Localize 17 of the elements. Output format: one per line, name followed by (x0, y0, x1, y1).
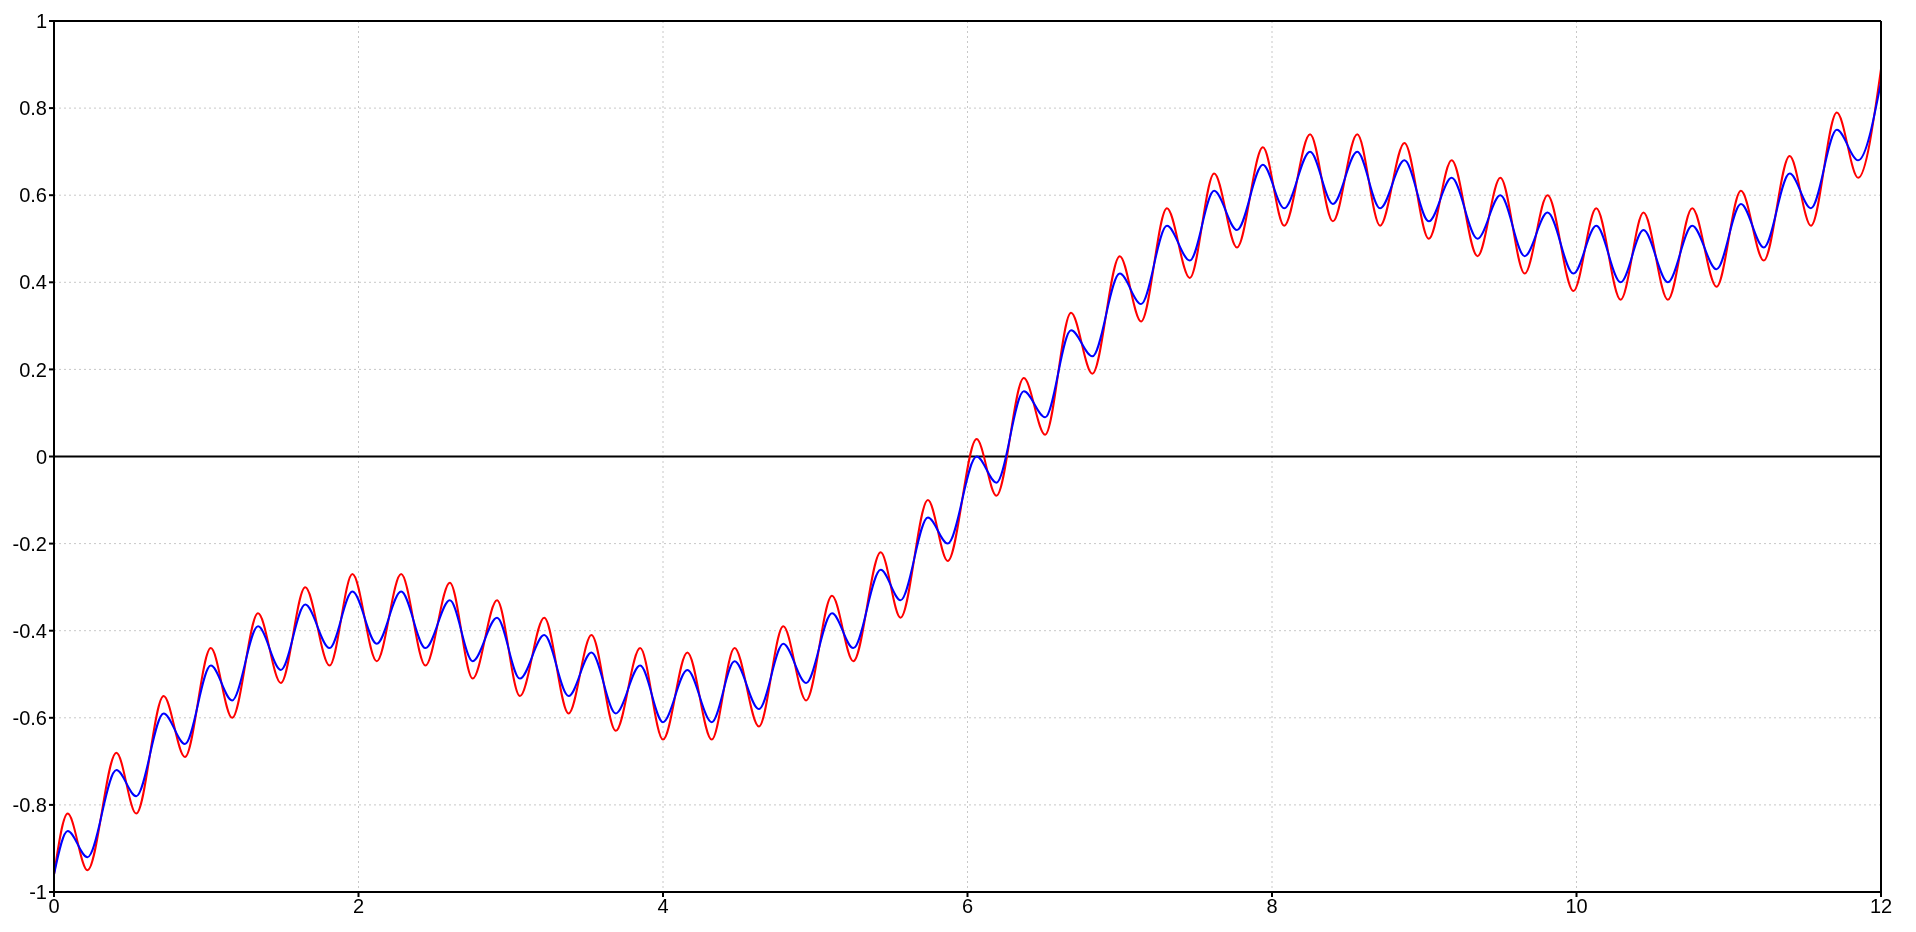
y-tick-label: -0.8 (12, 794, 47, 816)
y-tick-label: -1 (29, 881, 47, 904)
y-tick-label: 0.2 (19, 358, 47, 381)
y-tick-label: 0 (35, 445, 47, 468)
y-tick-label: -0.4 (12, 619, 47, 642)
y-tick-label: 0.4 (19, 271, 47, 294)
x-tick-label: 6 (961, 895, 974, 918)
y-tick-label: 1 (35, 10, 47, 33)
x-tick-label: 12 (1869, 895, 1893, 918)
y-tick-label: 0.6 (19, 184, 47, 207)
x-tick-label: 2 (352, 895, 365, 918)
x-tick-label: 8 (1266, 895, 1278, 918)
x-tick-label: 4 (657, 895, 669, 918)
y-tick-label: -0.6 (12, 706, 47, 729)
y-tick-label: 0.8 (19, 97, 47, 120)
y-tick-label: -0.2 (12, 532, 47, 555)
x-tick-label: 10 (1565, 895, 1588, 918)
